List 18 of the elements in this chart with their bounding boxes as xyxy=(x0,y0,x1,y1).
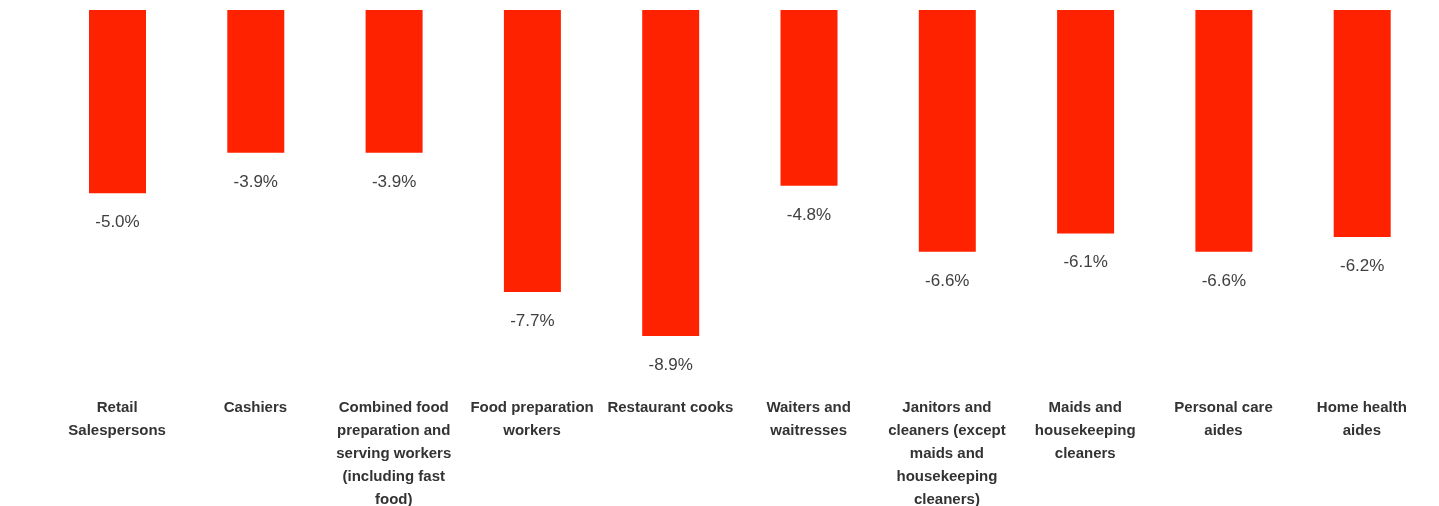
data-label: -3.9% xyxy=(233,171,279,191)
data-label: -7.7% xyxy=(510,311,555,331)
data-label: -3.9% xyxy=(371,171,417,191)
x-tick-label: Cashiers xyxy=(223,398,288,415)
x-tick-label: Food preparation workers xyxy=(470,398,594,438)
data-label: -6.6% xyxy=(925,270,970,290)
data-label: -6.1% xyxy=(1063,252,1108,272)
x-tick-label: Restaurant cooks xyxy=(607,398,734,415)
data-label: -6.6% xyxy=(1201,270,1247,290)
x-tick-label: Home health aides xyxy=(1316,398,1407,438)
x-tick-label: Retail Salespersons xyxy=(68,398,166,438)
data-label: -8.9% xyxy=(648,355,693,374)
data-label: -5.0% xyxy=(95,212,140,232)
x-tick-label: Maids and housekeeping cleaners xyxy=(1034,398,1136,461)
x-tick-label: Personal care aides xyxy=(1174,398,1273,438)
x-tick-label: Waiters and waitresses xyxy=(766,398,851,438)
data-label: -4.8% xyxy=(786,204,832,224)
data-label: -6.2% xyxy=(1339,256,1385,276)
